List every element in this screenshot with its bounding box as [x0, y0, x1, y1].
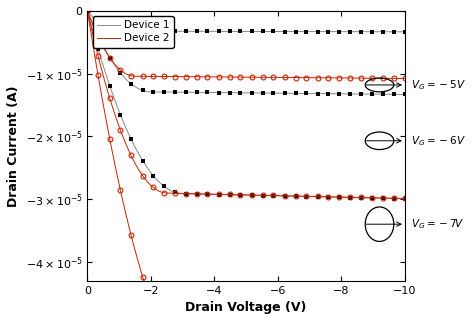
Device 1	[402, 197, 408, 201]
Text: $V_G = -6V$: $V_G = -6V$	[411, 134, 466, 148]
Device 1	[85, 9, 91, 13]
X-axis label: Drain Voltage (V): Drain Voltage (V)	[185, 301, 307, 314]
Y-axis label: Drain Current (A): Drain Current (A)	[7, 85, 20, 206]
Text: $V_G = -5V$: $V_G = -5V$	[411, 78, 466, 92]
Legend: Device 1, Device 2: Device 1, Device 2	[92, 16, 173, 48]
Device 2	[86, 16, 91, 20]
Device 1	[373, 196, 378, 200]
Device 1	[273, 194, 278, 198]
Line: Device 2: Device 2	[88, 11, 405, 321]
Device 1	[273, 194, 279, 198]
Device 1	[352, 196, 358, 200]
Device 1	[86, 13, 91, 17]
Line: Device 1: Device 1	[88, 11, 405, 199]
Device 2	[85, 9, 91, 13]
Device 1	[279, 194, 284, 198]
Text: $V_G = -7V$: $V_G = -7V$	[411, 217, 465, 231]
